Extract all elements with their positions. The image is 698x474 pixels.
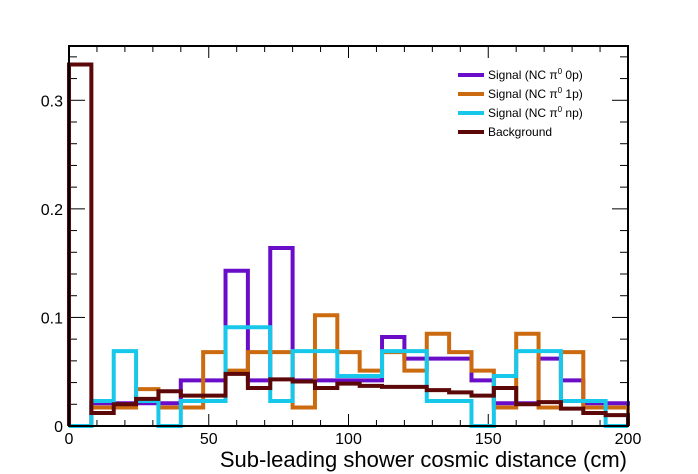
x-axis-label: Sub-leading shower cosmic distance (cm)	[220, 447, 627, 472]
legend-label-signal-nc-np: Signal (NC π0 np)	[488, 105, 583, 120]
tick-labels: 0 50 100 150 200 0 0.1 0.2 0.3	[41, 93, 642, 448]
plot-frame	[68, 45, 629, 427]
x-tick-label: 150	[475, 431, 502, 448]
series-line-background	[67, 62, 630, 426]
legend-label-signal-nc-1p: Signal (NC π0 1p)	[488, 86, 583, 101]
x-tick-label: 200	[615, 431, 642, 448]
y-tick-label: 0.1	[41, 310, 63, 327]
x-tick-label: 100	[335, 431, 362, 448]
series-group	[67, 62, 630, 428]
x-tick-label: 0	[65, 431, 74, 448]
legend-label-background: Background	[488, 125, 552, 139]
legend: Signal (NC π0 0p) Signal (NC π0 1p) Signal…	[458, 67, 583, 139]
legend-label-signal-nc-0p: Signal (NC π0 0p)	[488, 67, 583, 82]
y-tick-label: 0.3	[41, 93, 63, 110]
series-line-signal-nc-np	[69, 325, 628, 428]
y-tick-label: 0	[54, 419, 63, 436]
x-tick-label: 50	[200, 431, 218, 448]
y-tick-label: 0.2	[41, 202, 63, 219]
series-line-signal-nc-1p	[69, 313, 630, 428]
